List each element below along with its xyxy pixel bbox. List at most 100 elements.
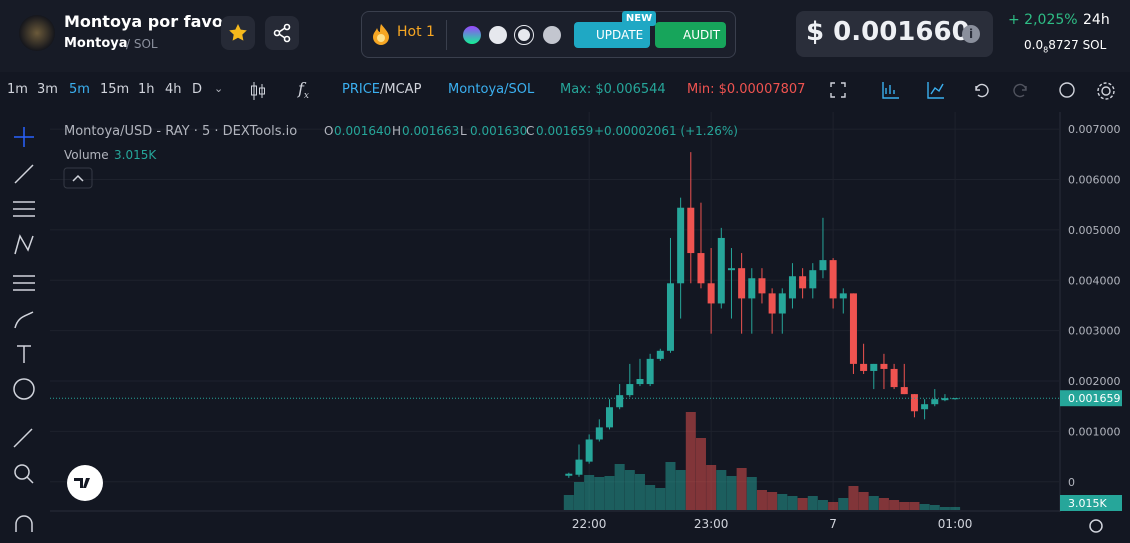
pair-quote: / SOL — [126, 37, 158, 51]
alert-icon[interactable] — [1059, 82, 1075, 98]
text-tool[interactable] — [17, 345, 31, 363]
candle-type-icon[interactable] — [248, 80, 268, 102]
interval-button[interactable]: 3m — [37, 82, 58, 97]
y-tick-label: 0.001000 — [1068, 425, 1121, 438]
volume-bar — [868, 496, 879, 510]
last-price-label: 0.001659 — [1068, 392, 1121, 405]
volume-icon[interactable] — [882, 82, 899, 99]
volume-bar — [665, 462, 676, 510]
indicators-icon[interactable]: fx — [298, 79, 309, 102]
volume-bar — [573, 482, 584, 510]
legend-c-label: C — [526, 124, 534, 138]
last-volume-tag — [1060, 495, 1122, 511]
candle-body — [890, 368, 898, 388]
info-icon[interactable]: i — [962, 25, 980, 43]
volume-bar — [584, 475, 595, 510]
candle-body — [870, 363, 878, 371]
price-mcap-toggle[interactable]: PRICE/MCAP — [342, 82, 421, 97]
settings-icon[interactable] — [1101, 86, 1111, 96]
crosshair-tool[interactable] — [14, 127, 34, 147]
price-sol-zeros: 8 — [1043, 45, 1049, 55]
star-icon — [229, 24, 247, 41]
y-tick-label: 0.005000 — [1068, 224, 1121, 237]
price-sol-unit: SOL — [1082, 38, 1107, 52]
volume-bar — [624, 470, 635, 510]
favorite-button[interactable] — [221, 16, 255, 50]
pair-toggle[interactable]: Montoya/SOL — [448, 82, 535, 97]
interval-button[interactable]: 1m — [7, 82, 28, 97]
solana-link[interactable] — [463, 26, 481, 44]
share-icon — [273, 23, 291, 43]
volume-bar — [909, 502, 920, 510]
candle-body — [738, 268, 746, 299]
undo-icon[interactable] — [975, 83, 989, 98]
line-tool[interactable] — [14, 164, 34, 184]
mcap-toggle: MCAP — [384, 82, 422, 97]
volume-bar — [878, 498, 889, 510]
telegram-link[interactable] — [489, 26, 507, 44]
collapse-legend[interactable] — [63, 167, 93, 189]
collapse-icon — [72, 174, 84, 182]
legend-c-value: 0.001659 — [536, 124, 593, 138]
zoom-tool[interactable] — [14, 464, 30, 480]
candle-body — [849, 293, 857, 364]
candle-body — [788, 276, 796, 299]
y-tick-label: 0.002000 — [1068, 375, 1121, 388]
update-button[interactable]: UPDATE — [574, 22, 650, 48]
interval-button[interactable]: 5m — [69, 82, 90, 97]
prediction-tool[interactable] — [13, 275, 35, 291]
max-price: Max: $0.006544 — [560, 82, 666, 97]
volume-bar — [563, 495, 574, 510]
legend-o-value: 0.001640 — [334, 124, 391, 138]
candle-body — [880, 363, 888, 369]
more-links[interactable] — [543, 26, 561, 44]
x-tick-label: 01:00 — [938, 517, 973, 531]
volume-bar — [634, 474, 645, 510]
candle-body — [605, 407, 613, 428]
fire-icon — [373, 24, 389, 45]
new-badge: NEW — [622, 11, 656, 26]
volume-bar — [706, 465, 717, 510]
volume-bar — [929, 505, 940, 510]
chart-icon[interactable] — [927, 82, 944, 99]
min-value: $0.00007807 — [718, 82, 806, 97]
volume-bar — [655, 488, 666, 510]
pump-link[interactable] — [514, 25, 534, 45]
volume-bar — [767, 492, 778, 510]
interval-button[interactable]: 15m — [100, 82, 130, 97]
last-volume-label: 3.015K — [1068, 497, 1107, 510]
candle-body — [595, 427, 603, 440]
legend-h-value: 0.001663 — [402, 124, 459, 138]
legend-l-value: 0.001630 — [470, 124, 527, 138]
pattern-tool[interactable] — [14, 234, 34, 255]
interval-menu[interactable]: ⌄ — [214, 82, 224, 95]
candle-body — [768, 293, 776, 314]
candle-body — [839, 293, 847, 299]
interval-button[interactable]: 1h — [138, 82, 155, 97]
emoji-tool[interactable] — [13, 378, 35, 400]
candle-body — [799, 276, 807, 289]
price-sol-digits: 8727 — [1048, 38, 1079, 52]
interval-button[interactable]: D — [192, 82, 203, 97]
interval-button[interactable]: 4h — [165, 82, 182, 97]
candle-body — [727, 268, 735, 271]
audit-button[interactable]: AUDIT — [655, 22, 726, 48]
max-value: $0.006544 — [595, 82, 666, 97]
magnet-tool[interactable] — [15, 515, 33, 532]
settings-small[interactable] — [1089, 519, 1103, 533]
hot-label: Hot — [397, 24, 422, 40]
ruler-tool[interactable] — [13, 428, 33, 448]
fib-tool[interactable] — [13, 201, 35, 217]
volume-bar — [787, 496, 798, 510]
toggle-sep: / — [380, 82, 385, 97]
chart-toolbar: 1m 3m 5m 15m 1h 4h D ⌄ fx PRICE/MCAP Montoya/S… — [0, 72, 1130, 110]
brush-tool[interactable] — [14, 311, 34, 329]
share-button[interactable] — [265, 16, 299, 50]
volume-bar — [594, 477, 605, 510]
volume-bar — [777, 494, 788, 510]
volume-bar — [604, 476, 615, 510]
fullscreen-icon[interactable] — [830, 82, 846, 98]
redo-icon[interactable] — [1013, 83, 1027, 98]
